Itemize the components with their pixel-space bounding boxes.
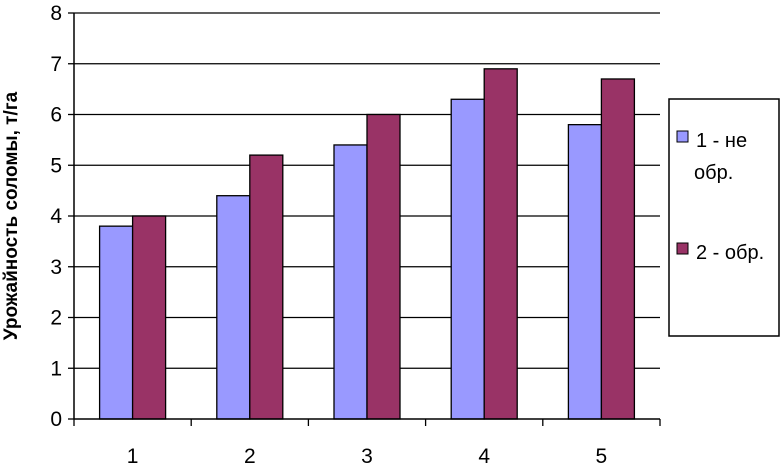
- legend-label-series-1: обр.: [694, 162, 733, 184]
- bar-series-1-category-3: [333, 144, 368, 420]
- bar-series-1-category-4: [450, 98, 485, 420]
- bars: [98, 68, 636, 420]
- y-tick-label: 5: [50, 154, 62, 177]
- bar-series-1-category-1: [98, 225, 134, 420]
- y-tick-label: 8: [50, 2, 62, 25]
- legend-label-series-1: 1 - не: [696, 130, 747, 152]
- bar-series-1-category-5: [567, 124, 603, 420]
- tick-labels: 0 1 2 3 4 5 6 7 8 1 2 3 4 5: [50, 2, 608, 468]
- x-tick-label: 2: [244, 445, 256, 466]
- bar-series-2-category-3: [366, 113, 401, 420]
- y-tick-label: 6: [50, 104, 62, 127]
- y-tick-label: 0: [50, 408, 62, 431]
- legend: 1 - не обр. 2 - обр.: [668, 98, 780, 337]
- y-tick-label: 1: [50, 357, 62, 380]
- y-tick-label: 7: [50, 53, 62, 76]
- x-tick-label: 3: [361, 445, 373, 466]
- y-axis-title: Урожайность соломы, т/га: [1, 91, 22, 340]
- legend-label-series-2: 2 - обр.: [696, 242, 764, 264]
- y-tick-label: 3: [50, 256, 62, 279]
- y-tick-label: 2: [50, 307, 62, 330]
- legend-swatch-series-1: [676, 130, 689, 143]
- legend-swatch-series-2: [676, 242, 689, 255]
- bar-series-1-category-2: [216, 195, 251, 420]
- x-tick-label: 4: [478, 445, 490, 466]
- bar-series-2-category-2: [249, 154, 284, 420]
- axes: [68, 12, 661, 426]
- legend-items: 1 - не обр. 2 - обр.: [676, 130, 764, 264]
- bar-series-2-category-4: [483, 68, 518, 420]
- x-tick-label: 5: [596, 445, 608, 466]
- bar-series-2-category-5: [600, 78, 636, 420]
- bar-series-2-category-1: [131, 215, 167, 420]
- y-tick-label: 4: [50, 205, 62, 228]
- x-tick-label: 1: [127, 445, 139, 466]
